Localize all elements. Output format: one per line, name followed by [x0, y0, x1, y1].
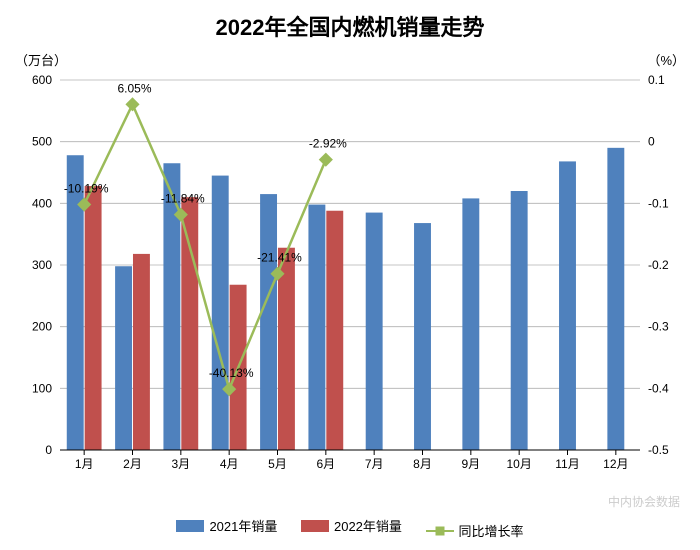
svg-text:200: 200 [32, 320, 52, 334]
legend: 2021年销量 2022年销量 同比增长率 [0, 516, 700, 540]
svg-text:9月: 9月 [461, 457, 480, 471]
svg-text:11月: 11月 [555, 457, 579, 471]
svg-text:-2.92%: -2.92% [309, 137, 347, 151]
legend-swatch-2021 [176, 520, 204, 532]
svg-text:-10.19%: -10.19% [64, 182, 109, 196]
svg-text:10月: 10月 [506, 457, 531, 471]
svg-text:0.1: 0.1 [648, 73, 665, 87]
svg-text:0: 0 [648, 135, 655, 149]
svg-text:6.05%: 6.05% [117, 81, 151, 95]
svg-text:2月: 2月 [123, 457, 142, 471]
svg-text:6月: 6月 [316, 457, 335, 471]
svg-text:0: 0 [45, 443, 52, 457]
svg-text:-0.2: -0.2 [648, 258, 669, 272]
svg-text:-0.3: -0.3 [648, 320, 669, 334]
svg-text:-0.5: -0.5 [648, 443, 669, 457]
legend-label-2021: 2021年销量 [209, 516, 277, 535]
svg-text:1月: 1月 [75, 457, 94, 471]
svg-text:600: 600 [32, 73, 52, 87]
legend-swatch-growth [426, 530, 454, 532]
svg-text:500: 500 [32, 135, 52, 149]
chart-container: 2022年全国内燃机销量走势 （万台） （%） 0100200300400500… [0, 0, 700, 550]
svg-text:3月: 3月 [171, 457, 190, 471]
y-axis-left-label: （万台） [15, 50, 67, 69]
legend-label-growth: 同比增长率 [459, 521, 524, 540]
svg-text:5月: 5月 [268, 457, 287, 471]
chart-title: 2022年全国内燃机销量走势 [0, 0, 700, 42]
plot-area: 0100200300400500600-0.5-0.4-0.3-0.2-0.10… [60, 80, 640, 450]
svg-text:-40.13%: -40.13% [209, 366, 254, 380]
legend-item-growth: 同比增长率 [426, 521, 524, 540]
legend-item-2022: 2022年销量 [301, 516, 402, 535]
svg-text:300: 300 [32, 258, 52, 272]
svg-text:-11.84%: -11.84% [161, 192, 205, 206]
svg-text:-0.1: -0.1 [648, 196, 669, 210]
svg-text:100: 100 [32, 381, 52, 395]
legend-item-2021: 2021年销量 [176, 516, 277, 535]
watermark: 中内协会数据 [608, 493, 680, 510]
legend-label-2022: 2022年销量 [334, 516, 402, 535]
legend-swatch-2022 [301, 520, 329, 532]
svg-text:12月: 12月 [603, 457, 628, 471]
y-axis-right-label: （%） [647, 50, 685, 69]
svg-text:-0.4: -0.4 [648, 381, 669, 395]
svg-text:4月: 4月 [220, 457, 239, 471]
svg-text:-21.41%: -21.41% [257, 251, 302, 265]
svg-text:8月: 8月 [413, 457, 432, 471]
svg-text:7月: 7月 [365, 457, 384, 471]
svg-text:400: 400 [32, 196, 52, 210]
